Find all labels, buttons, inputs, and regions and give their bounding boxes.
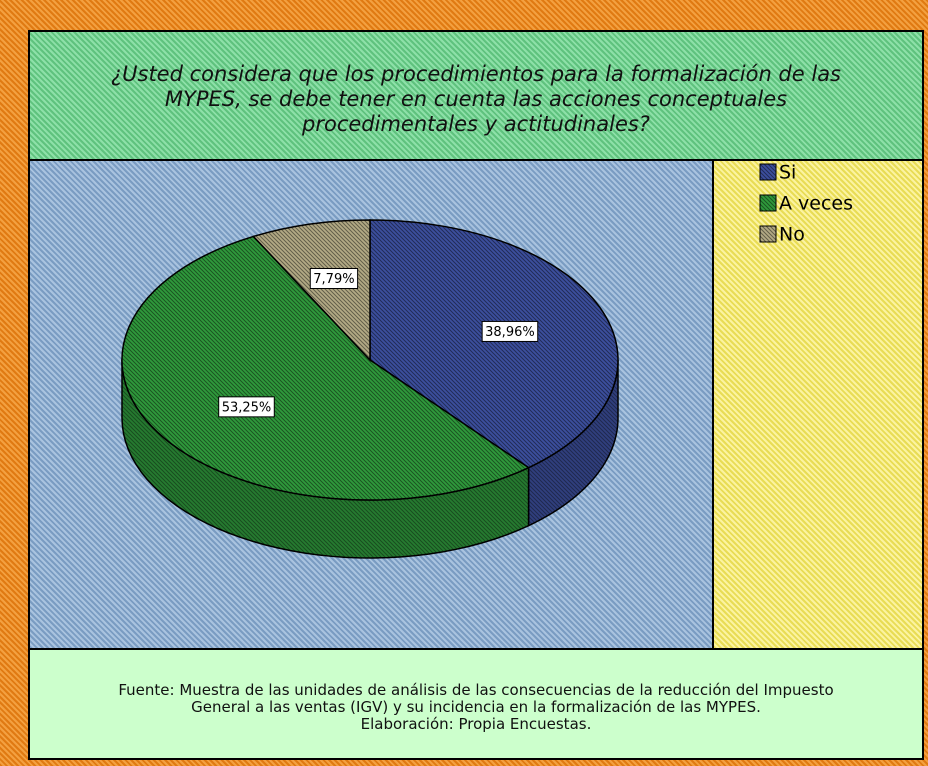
legend-swatch (759, 225, 777, 243)
slice (369, 219, 619, 469)
note-line: Fuente: Muestra de las unidades de análi… (118, 681, 834, 699)
legend-swatch (759, 194, 777, 212)
value-label: 53,25% (222, 400, 272, 415)
slice (121, 235, 531, 501)
value-label-box (309, 268, 359, 290)
legend-box (712, 159, 924, 650)
note-line: General a las ventas (IGV) y su incidenc… (191, 698, 761, 716)
title-line: ¿Usted considera que los procedimientos … (110, 62, 842, 86)
value-label-box (218, 396, 275, 418)
title-line: procedimentales y actitudinales? (302, 112, 650, 136)
slice (252, 219, 371, 362)
value-label: 38,96% (485, 325, 535, 340)
title-box: ¿Usted considera que los procedimientos … (28, 30, 924, 161)
note-line: Elaboración: Propia Encuestas. (360, 715, 592, 733)
legend-label: A veces (779, 193, 853, 215)
legend-label: No (779, 224, 805, 246)
note-box: Fuente: Muestra de las unidades de análi… (28, 648, 924, 760)
legend-label: Si (779, 162, 796, 184)
title-line: MYPES, se debe tener en cuenta las accio… (164, 87, 788, 111)
value-label-box (481, 320, 539, 342)
value-label: 7,79% (313, 272, 354, 287)
legend-swatch (759, 163, 777, 181)
